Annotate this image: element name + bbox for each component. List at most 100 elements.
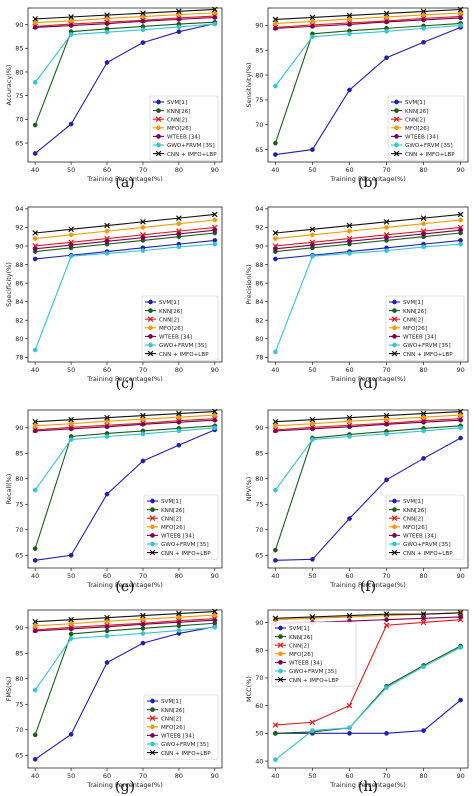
- data-point: [273, 83, 278, 89]
- x-tick-label: 70: [139, 772, 147, 780]
- series-line: [35, 229, 215, 250]
- data-point: [346, 612, 353, 619]
- data-point: [32, 423, 38, 429]
- data-point: [68, 253, 74, 259]
- legend-label: GWO+FRVM [35]: [405, 143, 453, 149]
- y-tick-label: 75: [255, 96, 263, 104]
- series-line: [275, 646, 461, 761]
- y-tick-label: 80: [255, 646, 263, 654]
- x-tick-label: 60: [103, 772, 111, 780]
- legend-label: MFO[26]: [405, 126, 429, 132]
- x-tick-label: 50: [67, 772, 75, 780]
- y-axis-label: Specificity(%): [5, 262, 13, 307]
- series-line: [35, 618, 215, 631]
- y-tick-label: 90: [255, 619, 263, 627]
- data-point: [104, 434, 110, 439]
- y-tick-label: 80: [255, 335, 263, 343]
- data-point: [68, 416, 74, 423]
- legend-marker: [391, 350, 398, 357]
- data-point: [140, 416, 146, 422]
- legend-label: WTEEB [34]: [159, 335, 192, 341]
- series-line: [274, 22, 461, 144]
- legend-label: MFO[26]: [167, 126, 191, 132]
- legend-label: MFO[26]: [403, 326, 427, 332]
- data-point: [457, 609, 464, 616]
- data-point: [32, 151, 38, 156]
- data-point: [212, 412, 218, 418]
- series-line: [35, 610, 215, 623]
- data-point: [310, 253, 315, 259]
- data-point: [272, 722, 279, 728]
- legend: [143, 694, 219, 760]
- data-point: [68, 226, 74, 233]
- data-point: [272, 615, 279, 622]
- data-point: [421, 26, 426, 31]
- y-axis-label: NPV(%): [245, 477, 253, 501]
- data-point: [310, 728, 315, 733]
- data-point: [384, 431, 389, 437]
- data-point: [176, 614, 182, 620]
- legend-label: CNN + IMFO+LBP: [403, 551, 453, 557]
- y-tick-label: 86: [255, 279, 263, 287]
- legend-marker: [150, 533, 155, 538]
- legend-marker: [393, 116, 400, 123]
- data-point: [176, 410, 182, 417]
- x-tick-label: 50: [67, 572, 75, 580]
- data-point: [212, 10, 218, 16]
- data-point: [212, 217, 218, 223]
- panel-caption: (a): [115, 175, 134, 191]
- legend-label: KNN[26]: [167, 109, 191, 115]
- legend-marker: [278, 634, 283, 639]
- data-point: [383, 219, 390, 225]
- data-point: [384, 225, 389, 230]
- x-tick-label: 50: [308, 572, 316, 580]
- series-line: [35, 232, 215, 253]
- legend: [141, 295, 219, 361]
- data-point: [310, 242, 315, 248]
- series-line: [275, 410, 461, 423]
- legend-label: SVM[1]: [403, 499, 423, 505]
- x-tick-label: 80: [175, 772, 183, 780]
- data-point: [384, 416, 389, 422]
- data-point: [104, 228, 110, 234]
- data-point: [310, 232, 315, 238]
- legend-marker: [150, 724, 155, 730]
- legend-marker: [150, 698, 155, 704]
- data-point: [140, 458, 146, 464]
- data-point: [68, 32, 74, 37]
- x-tick-label: 40: [271, 166, 279, 174]
- x-tick-label: 90: [456, 772, 464, 780]
- data-point: [32, 25, 38, 30]
- data-point: [346, 414, 353, 421]
- legend: [143, 494, 219, 560]
- data-point: [310, 24, 315, 29]
- panel-caption: (c): [116, 376, 135, 392]
- data-point: [104, 633, 110, 639]
- y-tick-label: 65: [15, 139, 23, 147]
- legend-label: WTEEB [34]: [403, 335, 436, 341]
- data-point: [68, 636, 74, 641]
- data-point: [421, 664, 426, 670]
- series-line: [35, 419, 215, 432]
- data-point: [273, 558, 278, 563]
- y-tick-label: 70: [15, 116, 23, 124]
- data-point: [421, 244, 426, 250]
- x-tick-label: 80: [419, 772, 427, 780]
- data-point: [309, 719, 316, 726]
- data-point: [212, 425, 218, 431]
- data-point: [176, 428, 182, 434]
- data-point: [458, 697, 463, 703]
- series-line: [275, 612, 461, 619]
- data-point: [176, 12, 182, 17]
- data-point: [32, 256, 38, 262]
- legend-label: KNN[26]: [159, 309, 183, 315]
- legend-marker: [277, 676, 284, 683]
- data-point: [310, 421, 315, 427]
- x-tick-label: 40: [271, 366, 279, 374]
- chart-panel: 40 50 60 70 80 90 65 70 75 80 85 90 Training Percent…: [245, 408, 469, 595]
- data-point: [176, 442, 182, 448]
- data-point: [140, 421, 146, 427]
- series-line: [34, 626, 215, 691]
- data-point: [309, 226, 316, 233]
- y-axis-label: Accuracy(%): [5, 65, 13, 106]
